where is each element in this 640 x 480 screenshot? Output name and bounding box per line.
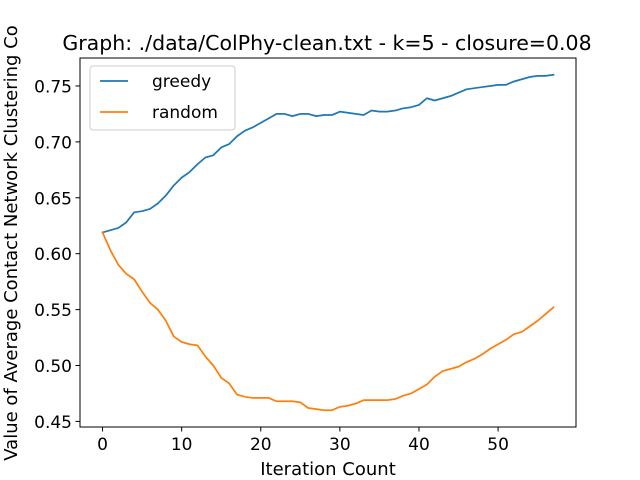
y-tick-label: 0.65 xyxy=(34,189,72,209)
y-tick-label: 0.75 xyxy=(34,77,72,97)
x-tick-label: 30 xyxy=(329,435,351,455)
y-axis-ticks: 0.45 0.50 0.55 0.60 0.65 0.70 0.75 xyxy=(34,77,80,433)
y-tick-label: 0.55 xyxy=(34,301,72,321)
y-tick-label: 0.70 xyxy=(34,133,72,153)
x-tick-label: 10 xyxy=(171,435,193,455)
x-axis-label: Iteration Count xyxy=(260,459,396,480)
x-axis-ticks: 0 10 20 30 40 50 xyxy=(97,427,509,455)
y-tick-label: 0.60 xyxy=(34,245,72,265)
y-tick-label: 0.50 xyxy=(34,357,72,377)
x-tick-label: 20 xyxy=(250,435,272,455)
legend-label-random: random xyxy=(152,103,218,123)
chart-title: Graph: ./data/ColPhy-clean.txt - k=5 - c… xyxy=(62,31,591,55)
x-tick-label: 0 xyxy=(97,435,108,455)
y-axis-label: Value of Average Contact Network Cluster… xyxy=(1,25,22,461)
legend-box xyxy=(89,65,236,131)
plot-lines xyxy=(101,73,555,412)
series-line-greedy xyxy=(101,73,555,234)
legend-label-greedy: greedy xyxy=(152,72,211,92)
x-tick-label: 40 xyxy=(408,435,430,455)
legend: greedy random xyxy=(89,65,236,131)
axes-frame xyxy=(79,57,577,428)
series-line-random xyxy=(101,231,555,412)
x-tick-label: 50 xyxy=(487,435,509,455)
y-tick-label: 0.45 xyxy=(34,413,72,433)
